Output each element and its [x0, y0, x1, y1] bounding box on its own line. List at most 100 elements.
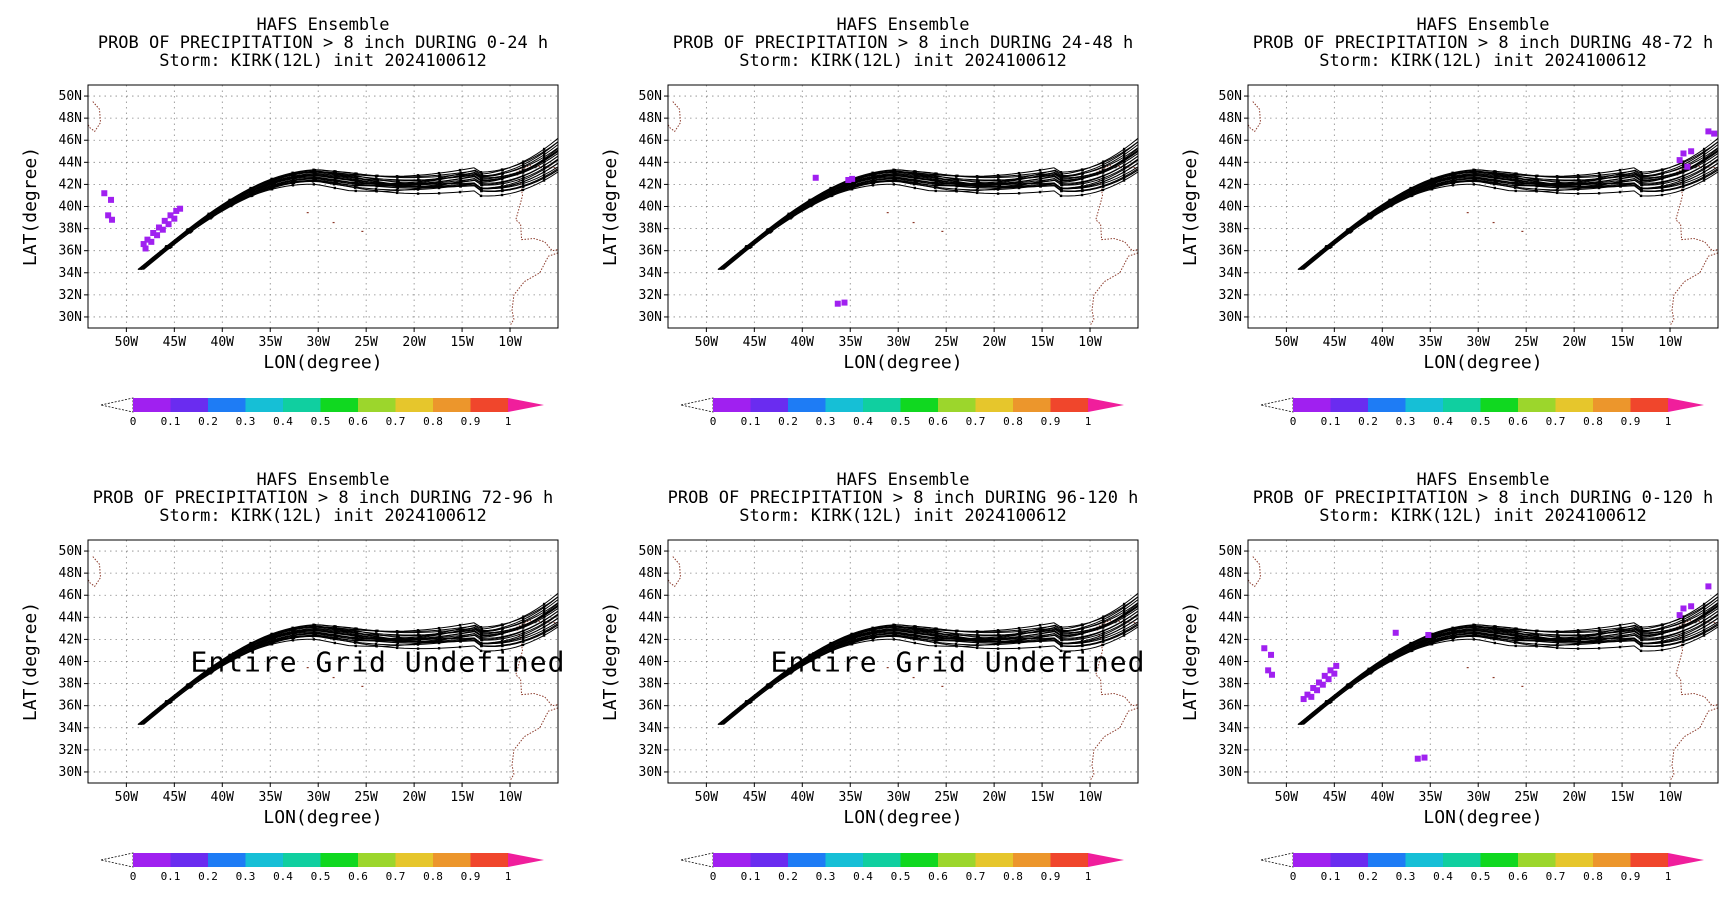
track-marker	[935, 632, 939, 635]
track-marker	[1494, 637, 1497, 640]
track-marker	[1430, 177, 1433, 181]
track-marker	[1493, 633, 1497, 637]
track-marker	[396, 183, 399, 186]
y-tick-label: 42N	[59, 632, 82, 647]
track-marker	[914, 628, 917, 631]
prob-cell	[159, 226, 166, 233]
colorbar-over-triangle	[1668, 853, 1704, 867]
colorbar-swatch	[1630, 398, 1668, 412]
track-marker	[500, 175, 504, 178]
track-marker	[1619, 172, 1623, 175]
track-marker	[1472, 168, 1475, 171]
track-marker	[1327, 701, 1331, 705]
ensemble-track	[137, 171, 558, 270]
colorbar-swatch	[863, 398, 901, 412]
track-marker	[1387, 202, 1391, 205]
colorbar-tick-label: 0.1	[161, 870, 181, 883]
coastline	[668, 556, 682, 588]
ensemble-track	[722, 137, 1138, 270]
track-marker	[1681, 182, 1685, 185]
track-marker	[871, 639, 875, 642]
track-marker	[807, 655, 811, 658]
track-marker	[521, 635, 525, 638]
track-marker	[542, 175, 546, 178]
track-marker	[1619, 638, 1622, 641]
track-marker	[1493, 641, 1497, 645]
track-marker	[417, 640, 420, 643]
track-marker	[1576, 174, 1580, 177]
y-tick-label: 44N	[639, 610, 662, 625]
track-marker	[332, 171, 336, 174]
track-marker	[333, 632, 337, 635]
track-marker	[851, 641, 855, 645]
track-marker	[747, 701, 751, 705]
track-marker	[1017, 192, 1021, 195]
track-marker	[249, 641, 252, 645]
track-marker	[206, 671, 210, 675]
track-marker	[480, 182, 483, 185]
ensemble-track	[1299, 148, 1718, 270]
track-marker	[1597, 182, 1601, 186]
x-tick-label: 10W	[498, 335, 522, 350]
track-marker	[1660, 623, 1664, 626]
track-marker	[1557, 634, 1560, 638]
track-marker	[809, 655, 812, 659]
track-marker	[290, 181, 294, 184]
track-marker	[374, 189, 378, 193]
track-marker	[228, 653, 231, 657]
x-tick-label: 10W	[1658, 790, 1682, 805]
track-marker	[1661, 635, 1664, 638]
ensemble-track	[1301, 604, 1718, 725]
track-marker	[248, 647, 252, 651]
track-marker	[935, 639, 938, 642]
track-marker	[1598, 180, 1601, 183]
track-marker	[1702, 616, 1706, 619]
track-marker	[1410, 188, 1414, 192]
plot-area	[88, 85, 558, 328]
track-marker	[1122, 161, 1126, 164]
track-marker	[1122, 157, 1126, 161]
track-marker	[1492, 637, 1496, 641]
track-marker	[1702, 179, 1706, 182]
colorbar-tick-label: 0	[710, 415, 717, 428]
track-marker	[892, 183, 896, 186]
colorbar-tick-label: 1	[1665, 870, 1672, 883]
x-tick-label: 45W	[1323, 335, 1347, 350]
colorbar-tick-label: 0.5	[891, 870, 911, 883]
track-marker	[1122, 170, 1126, 174]
track-marker	[480, 175, 483, 178]
track-marker	[500, 193, 504, 197]
track-marker	[1702, 170, 1706, 174]
colorbar-tick-label: 0.9	[1621, 415, 1641, 428]
track-marker	[997, 640, 1000, 643]
y-tick-label: 46N	[59, 133, 82, 148]
track-marker	[1471, 625, 1475, 628]
track-marker	[1122, 621, 1126, 625]
colorbar: 0 0.1 0.2 0.3 0.4 0.5 0.6 0.7 0.8 0.9 1	[680, 852, 1124, 883]
track-marker	[542, 166, 546, 170]
track-marker	[1661, 640, 1664, 644]
track-marker	[165, 245, 168, 248]
track-marker	[480, 641, 483, 645]
track-marker	[354, 644, 357, 648]
track-marker	[501, 172, 504, 176]
colorbar-swatch	[1593, 398, 1631, 412]
track-marker	[479, 625, 483, 629]
track-marker	[1640, 634, 1643, 638]
track-marker	[396, 638, 399, 641]
track-marker	[542, 614, 546, 618]
track-marker	[167, 701, 171, 705]
track-marker	[312, 175, 316, 179]
prob-cell	[1304, 691, 1311, 698]
track-marker	[542, 619, 546, 622]
track-marker	[439, 176, 442, 180]
x-tick-label: 35W	[839, 335, 863, 350]
track-marker	[1039, 174, 1042, 177]
track-marker	[1367, 214, 1370, 218]
track-marker	[913, 177, 917, 180]
x-tick-label: 50W	[1275, 790, 1299, 805]
ensemble-track	[1299, 603, 1718, 725]
track-marker	[1471, 179, 1475, 183]
track-marker	[1080, 168, 1084, 171]
track-marker	[439, 631, 442, 635]
